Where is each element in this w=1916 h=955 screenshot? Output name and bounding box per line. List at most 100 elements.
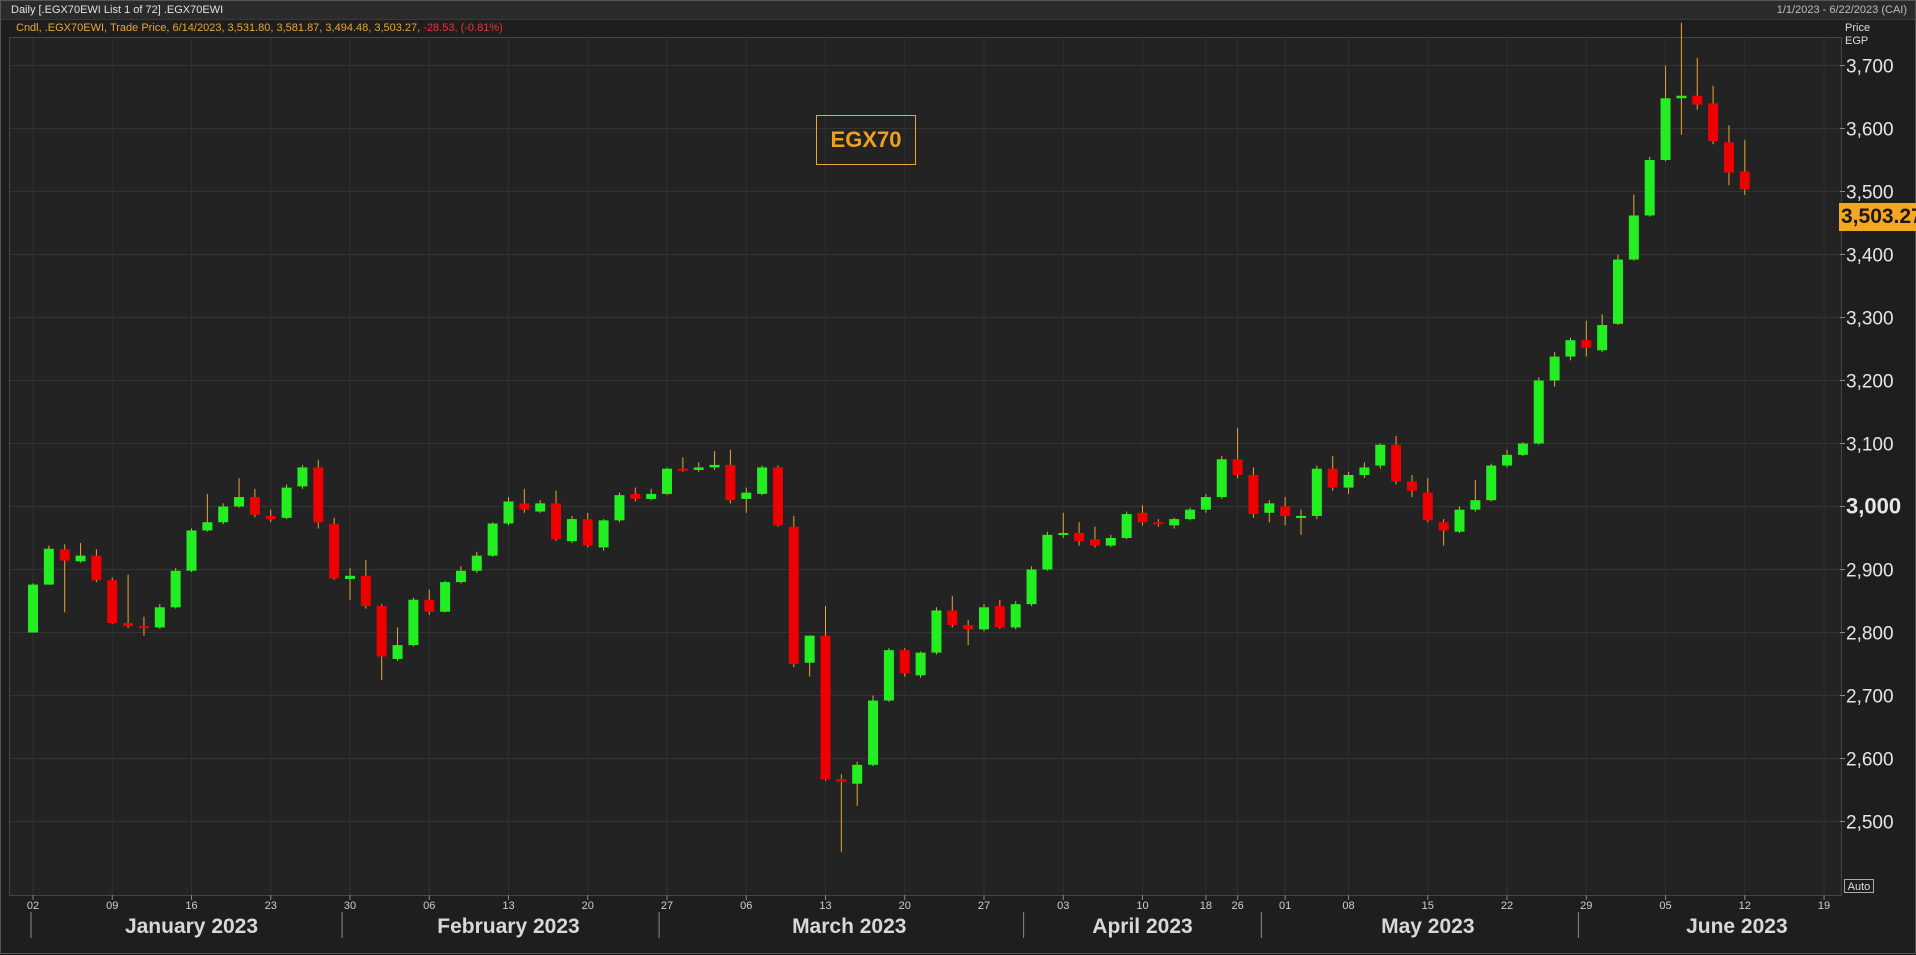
x-tick-label: 05 <box>1659 900 1671 912</box>
y-tick-label: 2,700 <box>1846 687 1894 708</box>
candle-down <box>107 580 118 624</box>
month-label: March 2023 <box>792 915 906 938</box>
candle-up <box>1644 160 1655 216</box>
candle-down <box>1280 506 1291 516</box>
candle-down <box>1708 103 1719 142</box>
candle-up <box>883 650 894 701</box>
candle-up <box>741 492 752 499</box>
candle-up <box>1676 95 1687 99</box>
candle-up <box>1296 515 1306 518</box>
y-tick-label: 2,600 <box>1846 750 1894 771</box>
candle-up <box>281 487 292 518</box>
last-price-marker: 3,503.27 <box>1839 203 1916 231</box>
x-tick-label: 27 <box>978 900 990 912</box>
candle-up <box>1200 497 1211 510</box>
x-tick-label: 30 <box>344 900 356 912</box>
candle-down <box>772 467 783 526</box>
candle-up <box>1343 475 1354 488</box>
candle-up <box>154 607 165 628</box>
candle-down <box>329 524 340 579</box>
candle-up <box>868 700 879 765</box>
price-axis-header: Price EGP <box>1845 22 1870 48</box>
candle-down <box>947 610 958 625</box>
candle-up <box>852 764 863 784</box>
candle-up <box>1486 465 1497 501</box>
x-tick-label: 10 <box>1136 900 1148 912</box>
x-tick-label: 13 <box>502 900 514 912</box>
candle-up <box>535 503 546 512</box>
x-tick-label: 16 <box>185 900 197 912</box>
candle-down <box>123 623 134 627</box>
candle-down <box>725 464 736 501</box>
candle-up <box>1216 459 1227 498</box>
x-tick-label: 12 <box>1739 900 1751 912</box>
candle-down <box>582 519 593 546</box>
candle-up <box>1454 509 1465 532</box>
candle-up <box>1502 454 1513 466</box>
candle-up <box>1470 500 1481 510</box>
title-bar: Daily [.EGX70EWI List 1 of 72] .EGX70EWI… <box>1 1 1915 20</box>
chart-annotation-label[interactable]: EGX70 <box>816 115 916 165</box>
x-tick-label: 18 <box>1200 900 1212 912</box>
candle-down <box>1692 95 1703 105</box>
candle-up <box>1533 380 1544 444</box>
y-tick-label: 3,000 <box>1846 494 1901 519</box>
candle-down <box>1074 532 1085 542</box>
candle-up <box>646 493 657 499</box>
candle-up <box>566 519 577 542</box>
candle-up <box>487 523 498 556</box>
plot-area[interactable] <box>9 37 1842 896</box>
candle-up <box>1660 98 1671 160</box>
candle-up <box>1597 325 1608 351</box>
candle-up <box>218 506 229 523</box>
y-tick-label: 3,400 <box>1846 246 1894 267</box>
x-tick-label: 09 <box>106 900 118 912</box>
candle-up <box>1042 534 1053 570</box>
y-tick-label: 2,900 <box>1846 561 1894 582</box>
candle-up <box>709 464 720 468</box>
candle-up <box>1375 444 1386 466</box>
candle-down <box>630 493 641 499</box>
candle-up <box>1026 569 1037 605</box>
candle-down <box>820 635 831 780</box>
candle-up <box>1628 215 1639 260</box>
candle-up <box>1549 356 1560 381</box>
candle-down <box>1422 492 1433 521</box>
y-tick-label: 3,600 <box>1846 120 1894 141</box>
candle-down <box>1581 340 1592 348</box>
x-tick-label: 23 <box>265 900 277 912</box>
candle-down <box>1153 522 1164 525</box>
candle-up <box>1517 443 1528 455</box>
x-tick-label: 19 <box>1818 900 1830 912</box>
x-tick-label: 26 <box>1231 900 1243 912</box>
candle-down <box>1406 481 1417 491</box>
month-label: June 2023 <box>1686 915 1788 938</box>
y-tick-label: 3,300 <box>1846 309 1894 330</box>
candle-down <box>677 468 688 471</box>
series-legend[interactable]: Cndl, .EGX70EWI, Trade Price, 6/14/2023,… <box>16 22 503 34</box>
x-tick-label: 01 <box>1279 900 1291 912</box>
x-tick-label: 03 <box>1057 900 1069 912</box>
x-tick-label: 15 <box>1422 900 1434 912</box>
y-tick-label: 3,700 <box>1846 57 1894 78</box>
candle-up <box>186 530 197 571</box>
candle-down <box>1137 512 1148 523</box>
candle-up <box>75 555 86 562</box>
candle-down <box>551 503 562 540</box>
date-range[interactable]: 1/1/2023 - 6/22/2023 (CAI) <box>1776 4 1907 16</box>
legend-values: Cndl, .EGX70EWI, Trade Price, 6/14/2023,… <box>16 22 421 34</box>
candle-up <box>1169 519 1180 526</box>
candle-up <box>598 520 609 548</box>
y-tick-label: 2,500 <box>1846 813 1894 834</box>
auto-scale-button[interactable]: Auto <box>1844 879 1874 893</box>
candle-down <box>519 503 530 510</box>
candle-down <box>1723 142 1734 173</box>
candle-up <box>693 467 704 470</box>
x-tick-label: 06 <box>740 900 752 912</box>
candle-up <box>202 522 213 531</box>
x-tick-label: 08 <box>1342 900 1354 912</box>
x-tick-label: 13 <box>819 900 831 912</box>
currency-label: EGP <box>1845 35 1869 47</box>
month-label: May 2023 <box>1381 915 1474 938</box>
